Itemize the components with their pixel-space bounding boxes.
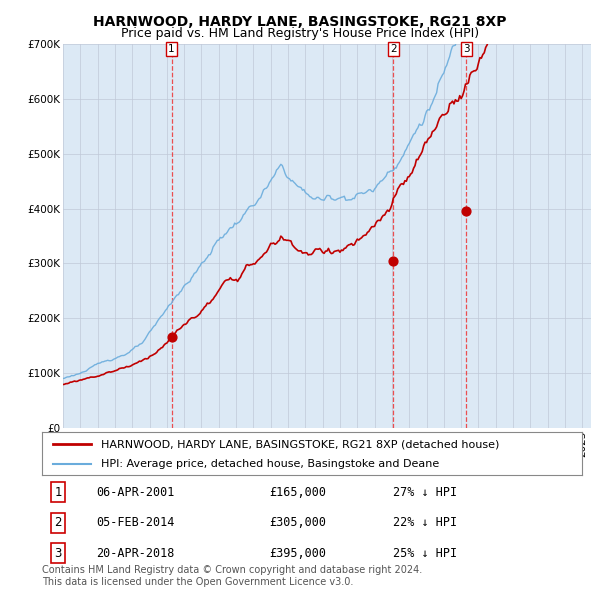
Text: 05-FEB-2014: 05-FEB-2014 (96, 516, 175, 529)
Text: 06-APR-2001: 06-APR-2001 (96, 486, 175, 499)
Text: 25% ↓ HPI: 25% ↓ HPI (393, 547, 457, 560)
Text: 27% ↓ HPI: 27% ↓ HPI (393, 486, 457, 499)
Text: HARNWOOD, HARDY LANE, BASINGSTOKE, RG21 8XP (detached house): HARNWOOD, HARDY LANE, BASINGSTOKE, RG21 … (101, 440, 500, 450)
Point (389, 256, 398, 266)
Point (461, 206, 471, 216)
Text: HARNWOOD, HARDY LANE, BASINGSTOKE, RG21 8XP: HARNWOOD, HARDY LANE, BASINGSTOKE, RG21 … (93, 15, 507, 29)
Text: HPI: Average price, detached house, Basingstoke and Deane: HPI: Average price, detached house, Basi… (101, 460, 440, 469)
Text: Contains HM Land Registry data © Crown copyright and database right 2024.
This d: Contains HM Land Registry data © Crown c… (42, 565, 422, 587)
Text: £305,000: £305,000 (269, 516, 326, 529)
Text: 2: 2 (55, 516, 62, 529)
Text: 22% ↓ HPI: 22% ↓ HPI (393, 516, 457, 529)
Text: 20-APR-2018: 20-APR-2018 (96, 547, 175, 560)
Point (167, 333, 176, 342)
Text: 2: 2 (390, 44, 397, 54)
Text: 1: 1 (168, 44, 175, 54)
Text: 3: 3 (55, 547, 62, 560)
Text: 3: 3 (463, 44, 470, 54)
Text: 1: 1 (55, 486, 62, 499)
Text: Price paid vs. HM Land Registry's House Price Index (HPI): Price paid vs. HM Land Registry's House … (121, 27, 479, 40)
Text: £165,000: £165,000 (269, 486, 326, 499)
Text: £395,000: £395,000 (269, 547, 326, 560)
